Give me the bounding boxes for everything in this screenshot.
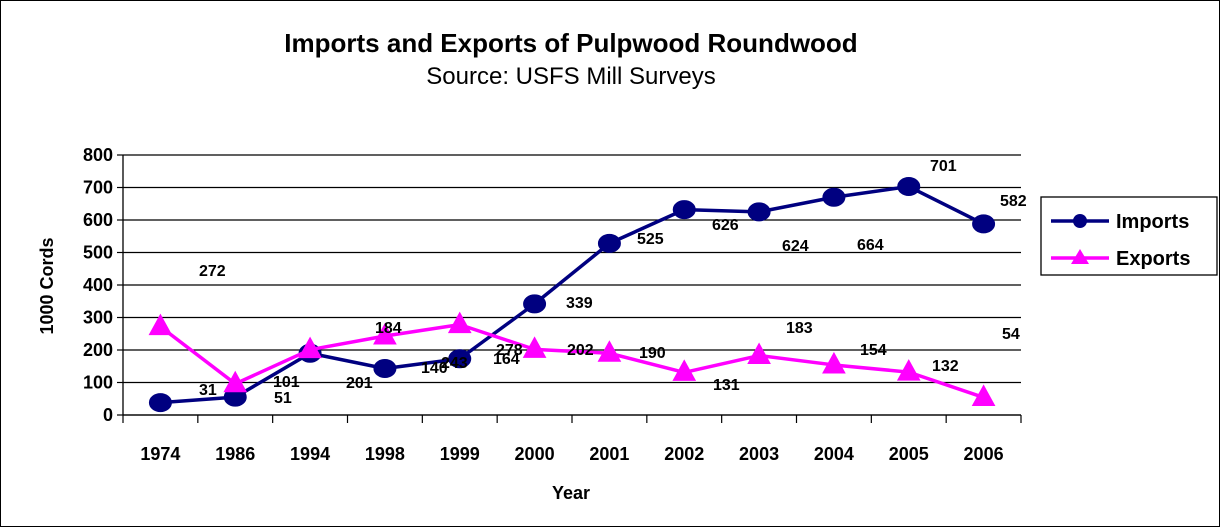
- exports-point-2004: [822, 351, 846, 374]
- imports-point-2002: [672, 200, 696, 220]
- exports-data-label: 184: [375, 320, 402, 337]
- chart-subtitle: Source: USFS Mill Surveys: [426, 63, 715, 90]
- x-tick-label: 1999: [440, 444, 480, 464]
- imports-point-2006: [972, 214, 996, 234]
- imports-point-1974: [148, 393, 172, 413]
- x-tick-label: 2006: [964, 444, 1004, 464]
- imports-data-label: 624: [782, 238, 809, 255]
- imports-data-label: 31: [199, 382, 217, 399]
- exports-data-label: 243: [441, 355, 468, 372]
- y-tick-labels: 0 100 200 300 400 500 600 700 800: [83, 145, 113, 425]
- x-tick-label: 1974: [140, 444, 180, 464]
- exports-point-1974: [148, 313, 173, 336]
- imports-data-label: 664: [857, 237, 884, 254]
- legend-label-imports: Imports: [1116, 211, 1189, 233]
- imports-data-label: 582: [1000, 193, 1027, 210]
- exports-point-2001: [597, 340, 622, 362]
- series-layer: [148, 177, 996, 413]
- exports-point-1999: [447, 311, 472, 334]
- x-tick-label: 2005: [889, 444, 929, 464]
- imports-data-label: 339: [566, 295, 593, 312]
- imports-data-label: 51: [274, 390, 292, 407]
- exports-data-label: 132: [932, 358, 959, 375]
- y-tick-label: 800: [83, 145, 113, 165]
- axes: [122, 155, 1022, 423]
- imports-point-2001: [597, 233, 621, 253]
- y-tick-label: 400: [83, 275, 113, 295]
- exports-data-label: 272: [199, 263, 226, 280]
- x-tick-label: 1986: [215, 444, 255, 464]
- legend-circle-icon: [1073, 214, 1087, 228]
- x-axis-title: Year: [552, 483, 590, 503]
- imports-data-label: 701: [930, 158, 957, 175]
- exports-point-2006: [971, 384, 996, 406]
- x-tick-label: 1994: [290, 444, 330, 464]
- exports-point-2000: [522, 336, 547, 358]
- y-tick-label: 100: [83, 373, 113, 393]
- imports-data-label: 626: [712, 217, 739, 234]
- exports-data-label: 54: [1002, 326, 1020, 343]
- exports-point-1994: [298, 336, 322, 359]
- exports-data-label: 278: [496, 342, 523, 359]
- y-tick-label: 0: [103, 405, 113, 425]
- exports-point-1986: [223, 370, 248, 393]
- imports-data-label: 101: [273, 374, 300, 391]
- imports-point-2005: [897, 177, 921, 197]
- x-tick-label: 2002: [664, 444, 704, 464]
- legend-label-exports: Exports: [1116, 248, 1190, 270]
- exports-data-label: 183: [786, 320, 813, 337]
- imports-data-label: 164: [493, 351, 520, 368]
- imports-data-label: 525: [637, 231, 664, 248]
- y-tick-label: 200: [83, 340, 113, 360]
- exports-point-2002: [672, 359, 697, 381]
- exports-point-2003: [747, 342, 771, 365]
- imports-point-1999: [448, 349, 472, 369]
- imports-point-2004: [822, 187, 846, 207]
- y-tick-label: 700: [83, 178, 113, 198]
- series-line-exports: [159, 322, 985, 400]
- x-tick-label: 2001: [589, 444, 629, 464]
- chart-title: Imports and Exports of Pulpwood Roundwoo…: [284, 28, 857, 58]
- y-tick-label: 300: [83, 308, 113, 328]
- legend-triangle-icon: [1071, 249, 1089, 264]
- x-tick-label: 2003: [739, 444, 779, 464]
- y-axis-title: 1000 Cords: [37, 237, 57, 334]
- x-tick-label: 1998: [365, 444, 405, 464]
- exports-data-label: 131: [713, 377, 740, 394]
- imports-point-2003: [747, 202, 771, 222]
- exports-point-2005: [896, 359, 921, 381]
- series-line-imports: [160, 184, 985, 405]
- x-tick-label: 2004: [814, 444, 854, 464]
- imports-point-1998: [373, 359, 397, 379]
- imports-point-2000: [523, 294, 547, 314]
- exports-data-label: 154: [860, 342, 887, 359]
- y-tick-label: 500: [83, 243, 113, 263]
- imports-data-label: 140: [421, 360, 448, 377]
- exports-data-label: 202: [567, 342, 594, 359]
- exports-point-1998: [373, 322, 397, 345]
- y-tick-label: 600: [83, 210, 113, 230]
- exports-data-label: 190: [639, 345, 666, 362]
- imports-data-label: 201: [346, 375, 373, 392]
- legend: Imports Exports: [1040, 196, 1218, 276]
- x-tick-labels: 1974 1986 1994 1998 1999 2000 2001 2002 2003 2004…: [140, 444, 1003, 464]
- legend-box: [1040, 196, 1218, 276]
- x-tick-label: 2000: [515, 444, 555, 464]
